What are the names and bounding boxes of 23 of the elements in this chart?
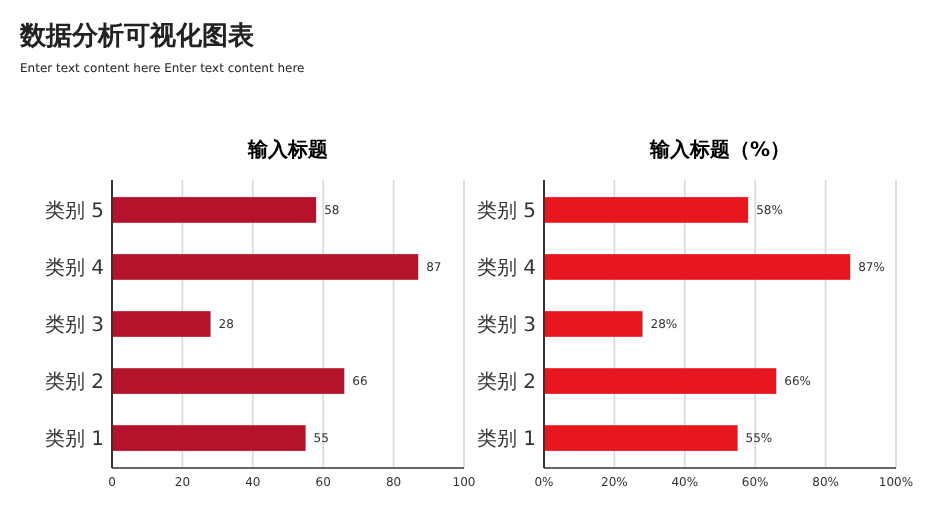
y-tick-label: 类别 3 [476,313,536,337]
bar [544,425,738,451]
y-tick-label: 类别 5 [44,198,104,223]
y-tick-label: 类别 1 [476,427,536,452]
bar [544,254,851,280]
y-tick-label: 类别 1 [44,427,104,452]
y-tick-label: 类别 4 [44,255,104,280]
y-tick-label: 类别 5 [476,198,536,223]
bar [112,368,345,394]
bar [544,368,777,394]
bar [544,197,749,223]
bar [112,311,211,337]
chart-title: 输入标题（%） [647,138,791,162]
bar [112,254,419,280]
y-tick-label: 类别 2 [44,370,104,395]
y-tick-label: 类别 3 [44,313,104,337]
bar [544,311,643,337]
bar [112,197,317,223]
y-tick-label: 类别 4 [476,255,536,280]
text: 数据分析可视化图表 [18,20,256,52]
chart-title: 输入标题 [246,138,328,162]
bar [112,425,306,451]
y-tick-label: 类别 2 [476,370,536,395]
